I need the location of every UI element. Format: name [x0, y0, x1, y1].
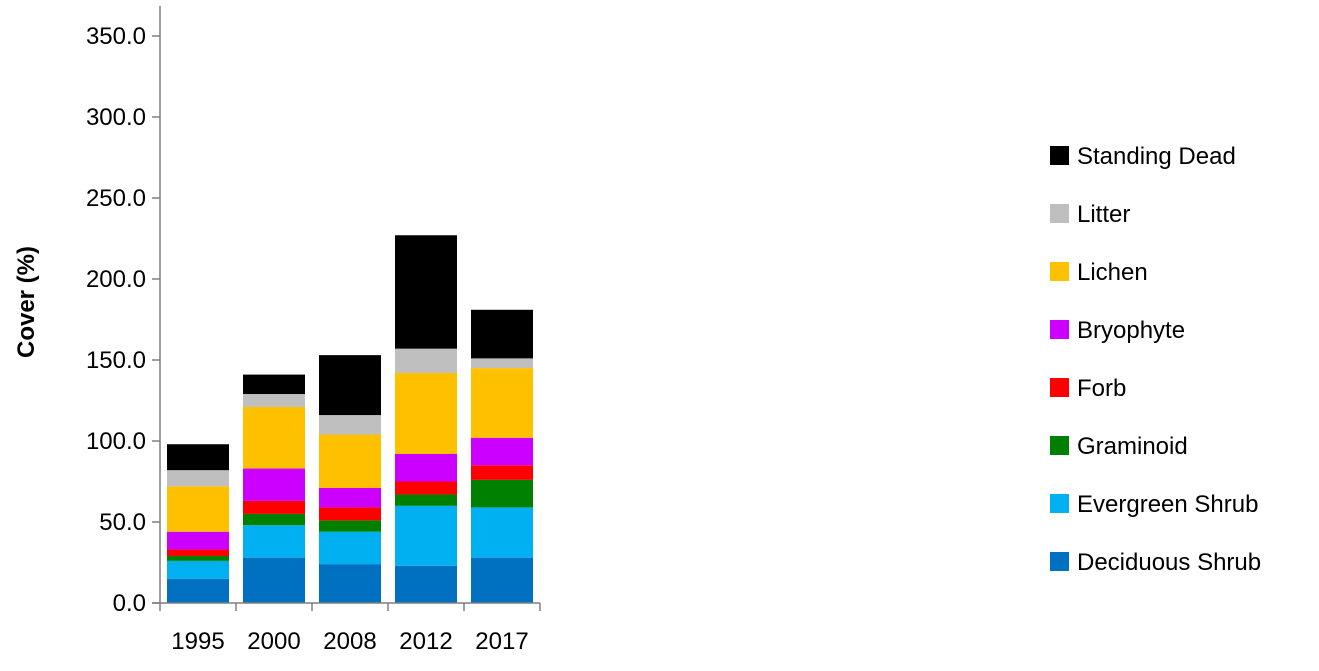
bar-segment-bryophyte-2000	[243, 468, 305, 501]
y-tick-label: 200.0	[86, 266, 146, 293]
legend-swatch-litter	[1050, 204, 1069, 223]
bars-group	[167, 235, 533, 603]
bar-segment-standing-dead-2017	[471, 309, 533, 359]
y-tick-label: 300.0	[86, 104, 146, 131]
bar-segment-litter-1995	[167, 470, 229, 487]
x-tick-label: 2012	[399, 628, 452, 655]
legend-label: Litter	[1077, 201, 1130, 228]
legend-label: Deciduous Shrub	[1077, 549, 1261, 576]
legend-label: Graminoid	[1077, 433, 1188, 460]
y-axis-title: Cover (%)	[13, 246, 40, 358]
legend-label: Standing Dead	[1077, 143, 1236, 170]
x-tick-label: 2008	[323, 628, 376, 655]
legend-swatch-deciduous-shrub	[1050, 552, 1069, 571]
bar-segment-litter-2012	[395, 348, 457, 373]
bar-segment-evergreen-shrub-1995	[167, 560, 229, 579]
bar-segment-bryophyte-2012	[395, 453, 457, 482]
bar-segment-graminoid-2008	[319, 520, 381, 532]
x-tick-label: 2017	[475, 628, 528, 655]
bar-segment-graminoid-2012	[395, 494, 457, 506]
bar-segment-forb-2012	[395, 481, 457, 495]
x-axis-ticks: 1995 2000 2008 2012 2017	[159, 603, 541, 655]
bar-segment-forb-2017	[471, 465, 533, 480]
bar-segment-lichen-2008	[319, 434, 381, 488]
legend-swatch-standing-dead	[1050, 146, 1069, 165]
legend-label: Evergreen Shrub	[1077, 491, 1258, 518]
legend-label: Lichen	[1077, 259, 1148, 286]
bar-segment-forb-1995	[167, 549, 229, 557]
bar-segment-graminoid-2017	[471, 479, 533, 508]
bar-segment-evergreen-shrub-2008	[319, 531, 381, 565]
bar-segment-lichen-2017	[471, 368, 533, 438]
bar-segment-deciduous-shrub-2000	[243, 557, 305, 603]
bar-segment-standing-dead-1995	[167, 444, 229, 471]
y-tick-label: 0.0	[113, 590, 146, 617]
y-tick-label: 100.0	[86, 428, 146, 455]
bar-segment-evergreen-shrub-2012	[395, 505, 457, 566]
y-axis-ticks: 0.0 50.0 100.0 150.0 200.0 250.0 300.0 350.0	[86, 23, 160, 617]
bar-segment-graminoid-1995	[167, 556, 229, 561]
bar-segment-deciduous-shrub-2017	[471, 557, 533, 603]
bar-segment-bryophyte-2017	[471, 437, 533, 466]
bar-segment-lichen-2000	[243, 406, 305, 469]
y-tick-label: 50.0	[99, 509, 146, 536]
y-tick-label: 350.0	[86, 23, 146, 50]
x-tick-label: 1995	[171, 628, 224, 655]
y-tick-label: 250.0	[86, 185, 146, 212]
legend-swatch-forb	[1050, 378, 1069, 397]
bar-segment-deciduous-shrub-2008	[319, 564, 381, 603]
bar-segment-standing-dead-2012	[395, 235, 457, 349]
bar-segment-standing-dead-2008	[319, 355, 381, 416]
legend-swatch-bryophyte	[1050, 320, 1069, 339]
legend-label: Bryophyte	[1077, 317, 1185, 344]
bar-segment-litter-2017	[471, 358, 533, 369]
bar-segment-graminoid-2000	[243, 513, 305, 526]
bar-segment-standing-dead-2000	[243, 374, 305, 395]
bar-segment-forb-2000	[243, 500, 305, 514]
x-tick-label: 2000	[247, 628, 300, 655]
legend-swatch-evergreen-shrub	[1050, 494, 1069, 513]
legend: Standing Dead Litter Lichen Bryophyte Forb Gr…	[1050, 143, 1261, 576]
bar-segment-evergreen-shrub-2017	[471, 507, 533, 558]
bar-segment-bryophyte-2008	[319, 487, 381, 508]
bar-segment-litter-2008	[319, 415, 381, 435]
bar-segment-deciduous-shrub-2012	[395, 565, 457, 603]
y-tick-label: 150.0	[86, 347, 146, 374]
bar-segment-forb-2008	[319, 507, 381, 521]
bar-segment-litter-2000	[243, 394, 305, 407]
legend-label: Forb	[1077, 375, 1126, 402]
legend-swatch-lichen	[1050, 262, 1069, 281]
bar-segment-evergreen-shrub-2000	[243, 525, 305, 558]
bar-segment-bryophyte-1995	[167, 531, 229, 550]
bar-segment-deciduous-shrub-1995	[167, 578, 229, 603]
bar-segment-lichen-2012	[395, 372, 457, 454]
bar-segment-lichen-1995	[167, 486, 229, 532]
legend-swatch-graminoid	[1050, 436, 1069, 455]
